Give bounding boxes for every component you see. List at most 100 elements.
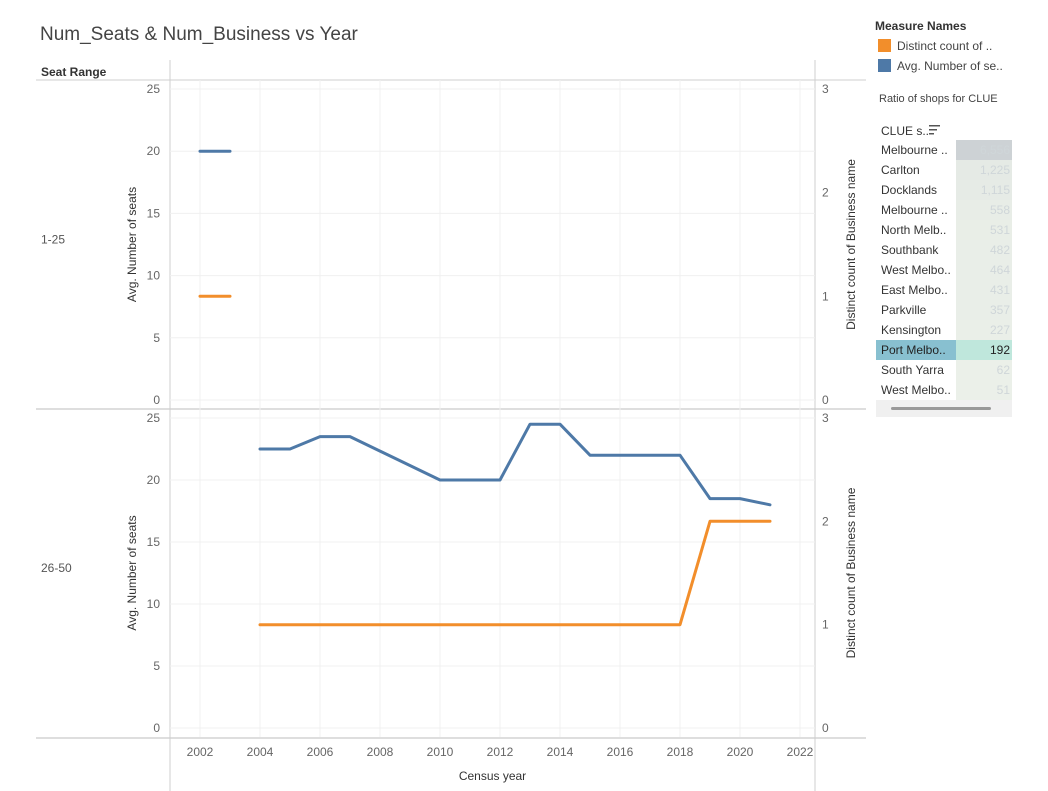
y-left-tick-label: 20 <box>147 144 161 158</box>
row-name: Melbourne .. <box>881 143 948 157</box>
row-name: West Melbo.. <box>881 383 951 397</box>
legend-item-distinct-count[interactable]: Distinct count of .. <box>878 38 993 53</box>
value-cell-background <box>956 380 1012 400</box>
row-value: 1,115 <box>980 183 1010 197</box>
table-row[interactable]: Parkville 357 <box>876 300 1012 320</box>
row-value: 558 <box>989 203 1010 217</box>
value-cell-background <box>956 140 1012 160</box>
value-cell-background <box>956 300 1012 320</box>
row-value: 51 <box>996 383 1010 397</box>
table-row[interactable]: West Melbo.. 464 <box>876 260 1012 280</box>
y-right-tick-label: 0 <box>822 393 829 407</box>
legend-item-avg-seats[interactable]: Avg. Number of se.. <box>878 58 1003 73</box>
row-label: 26-50 <box>41 561 72 575</box>
y-left-tick-label: 0 <box>153 721 160 735</box>
table-row[interactable]: Melbourne .. 6,556 <box>876 140 1012 160</box>
y-left-tick-label: 15 <box>147 206 161 220</box>
table-row[interactable]: Carlton 1,225 <box>876 160 1012 180</box>
value-cell-background <box>956 180 1012 200</box>
legend-label: Distinct count of .. <box>897 38 993 53</box>
table-row[interactable]: North Melb.. 531 <box>876 220 1012 240</box>
row-name: Kensington <box>881 323 942 337</box>
row-value: 62 <box>996 363 1010 377</box>
row-value: 531 <box>989 223 1010 237</box>
y-right-tick-label: 3 <box>822 411 829 425</box>
y-left-tick-label: 0 <box>153 393 160 407</box>
row-header-seat-range: Seat Range <box>41 65 107 79</box>
line-chart[interactable]: 2002 2004 2006 2008 2010 2012 2014 2016 2018 2020… <box>0 0 870 791</box>
x-tick-label: 2020 <box>727 745 754 759</box>
row-name: East Melbo.. <box>881 283 948 297</box>
legend-swatch-orange <box>878 39 891 53</box>
x-tick-label: 2006 <box>307 745 334 759</box>
row-value: 464 <box>989 263 1010 277</box>
y-left-tick-label: 5 <box>153 659 160 673</box>
value-cell-background <box>956 240 1012 260</box>
row-value: 192 <box>989 343 1010 357</box>
x-tick-label: 2004 <box>247 745 274 759</box>
row-value: 1,225 <box>979 163 1010 177</box>
table-row[interactable]: Kensington 227 <box>876 320 1012 340</box>
row-name: South Yarra <box>881 363 944 377</box>
value-cell-background <box>956 280 1012 300</box>
series-line-distinct-count <box>258 519 772 627</box>
value-cell-background <box>956 340 1012 360</box>
table-row[interactable]: South Yarra 62 <box>876 360 1012 380</box>
legend-swatch-blue <box>878 59 891 73</box>
x-tick-label: 2014 <box>547 745 574 759</box>
y-left-tick-label: 15 <box>147 535 161 549</box>
y-left-axis-label: Avg. Number of seats <box>125 187 139 302</box>
row-value: 227 <box>989 323 1010 337</box>
y-right-axis-label: Distinct count of Business name <box>844 487 858 658</box>
y-left-tick-label: 10 <box>147 597 161 611</box>
row-name: North Melb.. <box>881 223 947 237</box>
x-tick-label: 2022 <box>787 745 814 759</box>
value-cell-background <box>956 200 1012 220</box>
y-right-tick-label: 1 <box>822 289 829 303</box>
side-table-title: Ratio of shops for CLUE <box>879 93 998 105</box>
legend-label: Avg. Number of se.. <box>897 58 1003 73</box>
value-cell-background <box>956 160 1012 180</box>
table-row[interactable]: Melbourne .. 558 <box>876 200 1012 220</box>
side-table-header[interactable]: CLUE s.. <box>881 124 930 138</box>
table-row[interactable]: Southbank 482 <box>876 240 1012 260</box>
x-tick-label: 2002 <box>187 745 214 759</box>
sort-descending-icon[interactable] <box>929 124 941 136</box>
y-right-axis-label: Distinct count of Business name <box>844 159 858 330</box>
value-cell-background <box>956 320 1012 340</box>
value-cell-background <box>956 260 1012 280</box>
table-row[interactable]: Port Melbo.. 192 <box>876 340 1012 360</box>
y-left-tick-label: 5 <box>153 331 160 345</box>
x-tick-label: 2010 <box>427 745 454 759</box>
x-tick-label: 2018 <box>667 745 694 759</box>
y-right-tick-label: 0 <box>822 721 829 735</box>
x-tick-label: 2012 <box>487 745 514 759</box>
row-name: Melbourne .. <box>881 203 948 217</box>
row-name: Docklands <box>881 183 938 197</box>
legend-title: Measure Names <box>875 19 967 33</box>
y-right-tick-label: 2 <box>822 186 829 200</box>
row-name: West Melbo.. <box>881 263 951 277</box>
x-axis-label: Census year <box>459 769 526 783</box>
row-name: Southbank <box>881 243 939 257</box>
series-line-avg-seats <box>258 422 772 507</box>
table-row[interactable]: East Melbo.. 431 <box>876 280 1012 300</box>
page-title: Num_Seats & Num_Business vs Year <box>40 24 358 45</box>
y-left-axis-label: Avg. Number of seats <box>125 515 139 630</box>
y-right-tick-label: 1 <box>822 618 829 632</box>
row-label: 1-25 <box>41 233 65 247</box>
y-left-tick-label: 20 <box>147 473 161 487</box>
x-tick-label: 2008 <box>367 745 394 759</box>
row-value: 482 <box>989 243 1010 257</box>
row-value: 357 <box>989 303 1010 317</box>
table-row[interactable]: Docklands 1,115 <box>876 180 1012 200</box>
y-left-tick-label: 10 <box>147 269 161 283</box>
row-name: Carlton <box>881 163 920 177</box>
value-cell-background <box>956 360 1012 380</box>
row-name: Port Melbo.. <box>881 343 946 357</box>
table-row[interactable]: West Melbo.. 51 <box>876 380 1012 400</box>
row-value: 6,556 <box>979 143 1010 157</box>
scrollbar-thumb[interactable] <box>891 407 991 410</box>
y-left-tick-label: 25 <box>147 82 161 96</box>
row-value: 431 <box>989 283 1010 297</box>
